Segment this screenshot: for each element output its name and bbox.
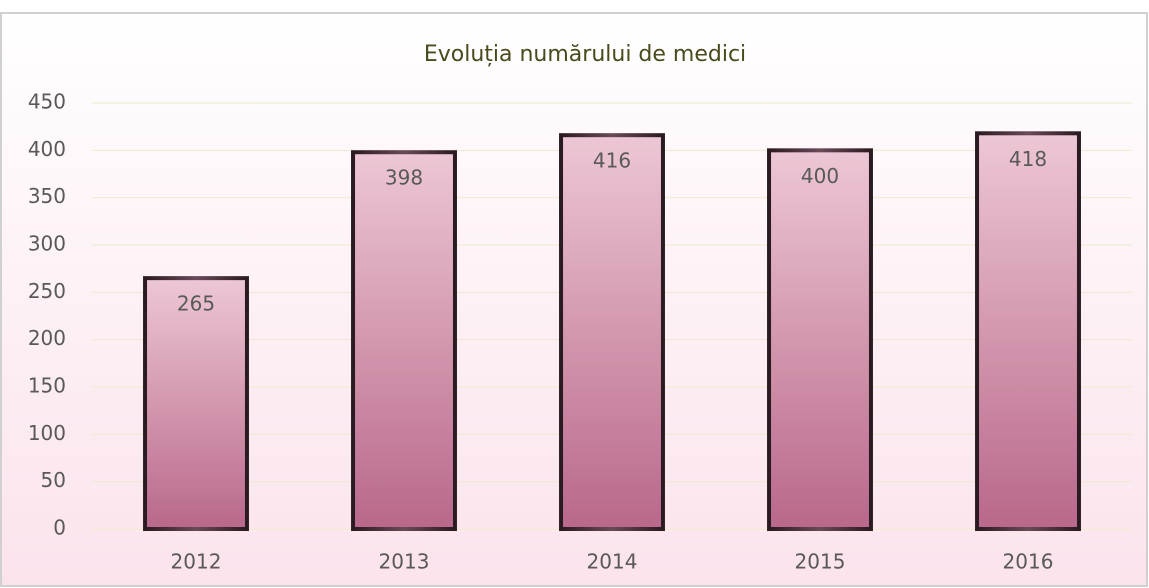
y-tick-label: 350 xyxy=(28,184,66,208)
y-tick-label: 200 xyxy=(28,326,66,350)
x-tick-label: 2016 xyxy=(1003,550,1054,574)
value-label: 265 xyxy=(177,292,215,316)
bar xyxy=(767,148,873,531)
y-tick-label: 50 xyxy=(41,468,66,492)
bar xyxy=(975,131,1081,531)
x-tick-label: 2013 xyxy=(379,550,430,574)
value-label: 418 xyxy=(1009,147,1047,171)
x-tick-label: 2012 xyxy=(171,550,222,574)
value-label: 398 xyxy=(385,166,423,190)
bar xyxy=(351,150,457,532)
y-tick-label: 450 xyxy=(28,90,66,114)
y-tick-label: 250 xyxy=(28,279,66,303)
bar xyxy=(143,276,249,531)
y-tick-label: 300 xyxy=(28,232,66,256)
x-tick-label: 2014 xyxy=(587,550,638,574)
chart-title: Evoluția numărului de medici xyxy=(424,42,746,67)
bar xyxy=(559,133,665,531)
y-tick-label: 100 xyxy=(28,421,66,445)
y-tick-label: 150 xyxy=(28,374,66,398)
value-label: 416 xyxy=(593,149,631,173)
y-tick-label: 0 xyxy=(53,516,66,540)
y-tick-label: 400 xyxy=(28,137,66,161)
value-label: 400 xyxy=(801,164,839,188)
x-tick-label: 2015 xyxy=(795,550,846,574)
